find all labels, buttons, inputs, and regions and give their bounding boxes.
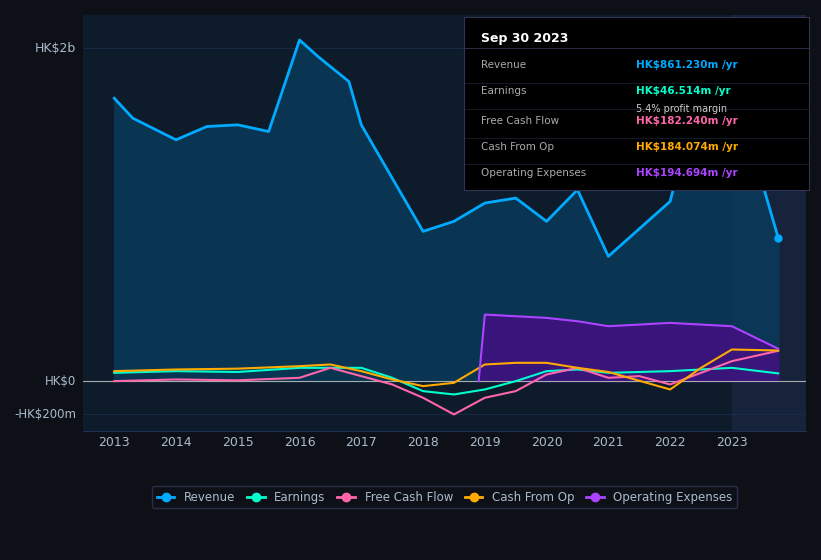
Legend: Revenue, Earnings, Free Cash Flow, Cash From Op, Operating Expenses: Revenue, Earnings, Free Cash Flow, Cash … (152, 486, 737, 508)
Text: Cash From Op: Cash From Op (481, 142, 554, 152)
Text: HK$2b: HK$2b (34, 42, 76, 55)
Text: 5.4% profit margin: 5.4% profit margin (636, 104, 727, 114)
Text: HK$46.514m /yr: HK$46.514m /yr (636, 86, 731, 96)
Text: Sep 30 2023: Sep 30 2023 (481, 32, 568, 45)
Text: Revenue: Revenue (481, 60, 526, 71)
Text: HK$0: HK$0 (45, 375, 76, 388)
Text: HK$194.694m /yr: HK$194.694m /yr (636, 168, 738, 178)
Text: HK$182.240m /yr: HK$182.240m /yr (636, 116, 738, 126)
Text: HK$861.230m /yr: HK$861.230m /yr (636, 60, 738, 71)
Text: HK$184.074m /yr: HK$184.074m /yr (636, 142, 738, 152)
Bar (732, 15, 812, 431)
Text: -HK$200m: -HK$200m (14, 408, 76, 421)
Text: Free Cash Flow: Free Cash Flow (481, 116, 559, 126)
Text: Operating Expenses: Operating Expenses (481, 168, 586, 178)
Text: Earnings: Earnings (481, 86, 526, 96)
